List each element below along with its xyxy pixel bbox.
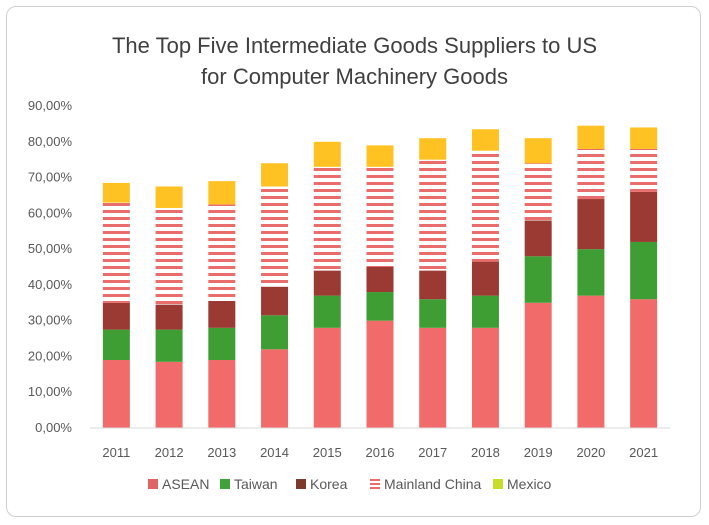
bar-mexico-2021 (630, 127, 658, 149)
bar-mexico-2011 (102, 182, 130, 203)
y-tick-label: 30,00% (28, 313, 73, 328)
bar-mainland-china-2012 (155, 207, 183, 305)
y-tick-label: 80,00% (28, 134, 73, 149)
bar-mainland-china-2019 (524, 163, 552, 221)
bar-korea-2019 (524, 220, 552, 257)
bar-asean-2021 (630, 299, 658, 428)
legend-swatch-mexico (493, 479, 503, 489)
bar-mainland-china-2020 (577, 148, 605, 200)
bar-taiwan-2018 (471, 295, 499, 328)
y-tick-label: 60,00% (28, 205, 73, 220)
bar-korea-2016 (366, 267, 394, 293)
bar-mexico-2013 (208, 181, 236, 205)
legend: ASEAN Taiwan Korea Mainland China Mexico (148, 476, 552, 492)
bar-mexico-2020 (577, 125, 605, 149)
x-tick-label: 2012 (155, 445, 184, 460)
legend-label-asean: ASEAN (162, 476, 209, 492)
chart-title: The Top Five Intermediate Goods Supplier… (0, 30, 709, 92)
bar-mexico-2015 (313, 141, 341, 167)
y-tick-label: 20,00% (28, 348, 73, 363)
bar-mainland-china-2016 (366, 166, 394, 267)
y-tick-label: 0,00% (35, 420, 72, 435)
bar-korea-2020 (577, 199, 605, 250)
bar-korea-2015 (313, 270, 341, 296)
bar-taiwan-2017 (419, 299, 447, 328)
bar-korea-2018 (471, 261, 499, 296)
bar-korea-2021 (630, 191, 658, 242)
bar-taiwan-2014 (261, 315, 289, 350)
bar-mainland-china-2017 (419, 159, 447, 271)
bar-korea-2017 (419, 270, 447, 300)
bar-asean-2017 (419, 327, 447, 428)
legend-label-mexico: Mexico (507, 476, 552, 492)
legend-label-taiwan: Taiwan (234, 476, 278, 492)
legend-swatch-mainland-china (370, 483, 380, 485)
x-tick-label: 2013 (207, 445, 236, 460)
bar-taiwan-2016 (366, 292, 394, 321)
bar-taiwan-2019 (524, 256, 552, 303)
bar-mexico-2016 (366, 145, 394, 167)
bar-mexico-2018 (471, 129, 499, 151)
bar-asean-2013 (208, 360, 236, 428)
y-tick-label: 50,00% (28, 241, 73, 256)
x-tick-label: 2019 (524, 445, 553, 460)
y-axis: 0,00% 10,00% 20,00% 30,00% 40,00% 50,00% 60,00… (28, 98, 73, 435)
bar-taiwan-2013 (208, 327, 236, 361)
bar-taiwan-2015 (313, 295, 341, 328)
y-tick-label: 40,00% (28, 277, 73, 292)
bar-taiwan-2021 (630, 241, 658, 300)
bars (102, 125, 658, 428)
x-tick-label: 2020 (576, 445, 605, 460)
legend-label-korea: Korea (310, 476, 348, 492)
bar-asean-2018 (471, 327, 499, 428)
x-tick-label: 2015 (313, 445, 342, 460)
y-tick-label: 70,00% (28, 170, 73, 185)
bar-korea-2013 (208, 300, 236, 328)
bar-asean-2016 (366, 320, 394, 428)
x-tick-label: 2021 (629, 445, 658, 460)
legend-swatch-mainland-china (370, 479, 380, 481)
bar-asean-2020 (577, 295, 605, 428)
x-tick-label: 2011 (102, 445, 130, 460)
y-tick-label: 90,00% (28, 98, 73, 113)
bar-korea-2014 (261, 286, 289, 316)
bar-asean-2015 (313, 327, 341, 428)
bar-taiwan-2020 (577, 249, 605, 296)
bar-taiwan-2012 (155, 329, 183, 362)
x-tick-label: 2016 (366, 445, 395, 460)
chart-title-line-2: for Computer Machinery Goods (201, 64, 508, 89)
bar-asean-2011 (102, 360, 130, 428)
legend-swatch-asean (148, 479, 158, 489)
bar-korea-2012 (155, 304, 183, 330)
bar-taiwan-2011 (102, 329, 130, 361)
x-axis: 2011 2012 2013 2014 2015 2016 2017 2018 2019 2020… (90, 427, 670, 460)
bar-mainland-china-2014 (261, 186, 289, 287)
x-tick-label: 2017 (418, 445, 447, 460)
bar-mainland-china-2011 (102, 202, 130, 303)
x-tick-label: 2018 (471, 445, 500, 460)
bar-mexico-2017 (419, 138, 447, 160)
legend-swatch-taiwan (220, 479, 230, 489)
bar-mainland-china-2021 (630, 148, 658, 192)
bar-mainland-china-2013 (208, 204, 236, 301)
bar-asean-2019 (524, 302, 552, 428)
bar-mexico-2012 (155, 186, 183, 208)
legend-label-mainland-china: Mainland China (384, 476, 481, 492)
bar-mainland-china-2018 (471, 150, 499, 262)
x-tick-label: 2014 (260, 445, 289, 460)
bar-asean-2012 (155, 361, 183, 428)
bar-asean-2014 (261, 349, 289, 428)
bar-mainland-china-2015 (313, 166, 341, 271)
bar-mexico-2019 (524, 138, 552, 164)
y-tick-label: 10,00% (28, 384, 73, 399)
legend-swatch-korea (296, 479, 306, 489)
legend-swatch-mainland-china (370, 487, 380, 489)
chart-title-line-1: The Top Five Intermediate Goods Supplier… (111, 33, 598, 58)
bar-mexico-2014 (261, 163, 289, 187)
bar-korea-2011 (102, 302, 130, 330)
